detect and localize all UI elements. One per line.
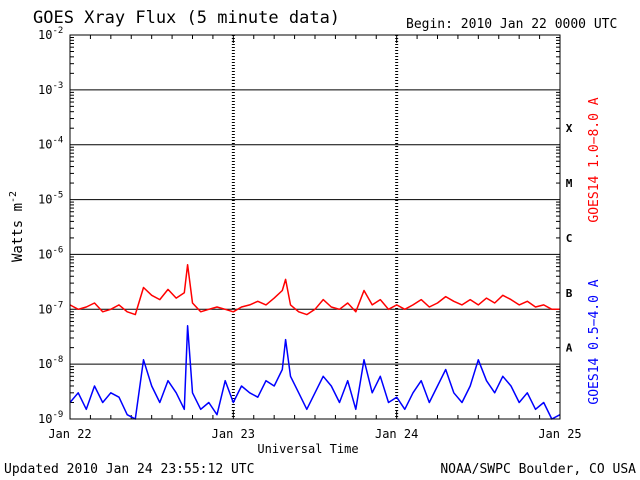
y-tick-label: 10-8 [38,355,63,371]
flare-class-label: B [566,287,573,300]
y-axis-label: Watts m-2 [8,191,26,262]
flare-class-label: M [566,177,573,190]
legend-entry: GOES14 1.0−8.0 A [587,97,602,222]
y-tick-label: 10-4 [38,136,63,152]
flare-class-label: C [566,232,573,245]
flare-class-label: X [566,122,573,135]
y-tick-label: 10-7 [38,300,63,316]
plot-area [69,34,561,420]
y-tick-label: 10-2 [38,26,63,42]
flare-class-label: A [566,342,573,355]
y-tick-label: 10-3 [38,81,63,97]
x-tick-label: Jan 25 [538,427,581,441]
source-credit: NOAA/SWPC Boulder, CO USA [440,462,636,477]
x-tick-label: Jan 22 [48,427,91,441]
x-axis-label: Universal Time [257,442,358,456]
updated-timestamp: Updated 2010 Jan 24 23:55:12 UTC [4,462,254,477]
y-tick-label: 10-9 [38,410,63,426]
begin-label: Begin: 2010 Jan 22 0000 UTC [406,17,617,32]
y-tick-label: 10-5 [38,191,63,207]
plot-frame [69,34,561,420]
chart-title: GOES Xray Flux (5 minute data) [33,8,340,28]
series-line [69,263,560,316]
x-tick-label: Jan 24 [375,427,418,441]
series-line [69,325,561,420]
x-tick-label: Jan 23 [212,427,255,441]
legend-entry: GOES14 0.5−4.0 A [587,279,602,404]
y-tick-label: 10-6 [38,245,63,261]
